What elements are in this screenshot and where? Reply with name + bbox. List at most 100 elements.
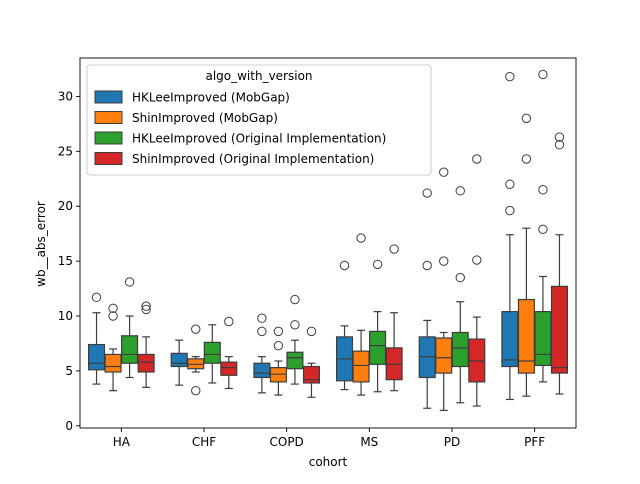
box-iqr <box>87 343 106 371</box>
outlier-point <box>108 311 118 321</box>
outlier-point <box>554 132 565 142</box>
box-iqr <box>517 298 535 374</box>
outlier-point <box>455 272 465 283</box>
box-group <box>137 301 155 388</box>
legend-entry-label: HKLeeImproved (MobGap) <box>132 91 290 105</box>
outlier-point <box>521 113 532 124</box>
box-group <box>187 324 205 396</box>
box-group <box>269 326 287 396</box>
outlier-point <box>108 303 118 314</box>
outlier-point <box>538 185 548 195</box>
y-tick-label: 0 <box>65 419 73 433</box>
x-axis-label: cohort <box>309 455 348 469</box>
outlier-point <box>422 260 432 271</box>
outlier-point <box>372 259 383 270</box>
box-group <box>87 292 106 385</box>
legend-swatch <box>94 90 123 104</box>
outlier-point <box>439 167 449 177</box>
y-tick-label: 30 <box>58 89 73 103</box>
x-tick-label: COPD <box>270 435 304 449</box>
x-tick-label: MS <box>360 435 378 449</box>
box-group <box>352 233 370 396</box>
box-group <box>104 303 122 392</box>
box-group <box>550 132 569 395</box>
box-group <box>418 188 436 409</box>
legend-entry-label: ShinImproved (MobGap) <box>132 111 278 125</box>
box-iqr <box>104 353 122 373</box>
box-iqr <box>369 330 387 365</box>
legend-swatch <box>94 152 123 165</box>
box-iqr <box>137 353 155 373</box>
box-group <box>369 259 387 393</box>
box-group <box>302 326 321 398</box>
outlier-point <box>257 326 267 337</box>
outlier-point <box>505 205 515 216</box>
box-iqr <box>203 341 221 364</box>
outlier-point <box>439 256 449 266</box>
box-iqr <box>302 365 321 384</box>
outlier-point <box>224 316 234 327</box>
box-group <box>203 324 221 384</box>
box-iqr <box>550 285 569 374</box>
x-tick-label: CHF <box>192 435 216 449</box>
box-iqr <box>435 337 453 374</box>
box-iqr <box>253 362 271 379</box>
plot-area <box>87 69 569 412</box>
outlier-point <box>554 140 565 150</box>
outlier-point <box>290 294 300 305</box>
outlier-point <box>538 69 548 80</box>
legend-swatch <box>94 131 123 145</box>
outlier-point <box>521 154 532 164</box>
outlier-point <box>389 244 399 254</box>
outlier-point <box>257 313 267 323</box>
y-tick-label: 20 <box>58 199 73 213</box>
outlier-point <box>505 71 515 82</box>
box-iqr <box>170 352 188 368</box>
box-group <box>286 294 304 385</box>
legend-entry-label: ShinImproved (Original Implementation) <box>132 152 374 166</box>
x-tick-label: PD <box>444 435 460 449</box>
box-group <box>468 154 486 407</box>
outlier-point <box>91 292 102 303</box>
y-tick-label: 10 <box>58 309 73 323</box>
y-tick-label: 25 <box>58 144 73 158</box>
outlier-point <box>273 326 284 337</box>
outlier-point <box>290 320 300 330</box>
y-tick-label: 15 <box>58 254 73 268</box>
outlier-point <box>191 385 201 396</box>
outlier-point <box>472 154 482 164</box>
box-iqr <box>121 335 139 364</box>
box-group <box>121 277 139 379</box>
y-tick-label: 5 <box>65 364 73 378</box>
outlier-point <box>455 186 465 196</box>
outlier-point <box>141 304 151 315</box>
box-group <box>451 186 469 404</box>
legend-swatch <box>94 111 123 124</box>
box-iqr <box>220 361 238 376</box>
x-tick-label: PFF <box>524 435 545 449</box>
axes-frame <box>79 57 577 429</box>
box-iqr <box>286 351 304 370</box>
outlier-point <box>339 260 350 271</box>
outlier-point <box>538 224 548 234</box>
box-group <box>220 316 238 390</box>
outlier-point <box>422 188 432 198</box>
box-group <box>253 313 271 394</box>
x-tick-label: HA <box>113 435 131 449</box>
outlier-point <box>356 233 366 243</box>
box-group <box>501 71 519 401</box>
legend: algo_with_version HKLeeImproved (MobGap)… <box>86 64 432 176</box>
box-iqr <box>501 311 519 368</box>
box-group <box>335 260 354 391</box>
outlier-point <box>306 326 317 337</box>
box-iqr <box>352 350 370 383</box>
box-group <box>435 167 453 412</box>
y-axis-label: wb__abs_error <box>34 201 48 287</box>
box-iqr <box>534 311 552 367</box>
outlier-point <box>124 277 135 287</box>
legend-entry-label: HKLeeImproved (Original Implementation) <box>132 132 386 146</box>
legend-title: algo_with_version <box>205 69 312 83</box>
outlier-point <box>505 179 515 189</box>
